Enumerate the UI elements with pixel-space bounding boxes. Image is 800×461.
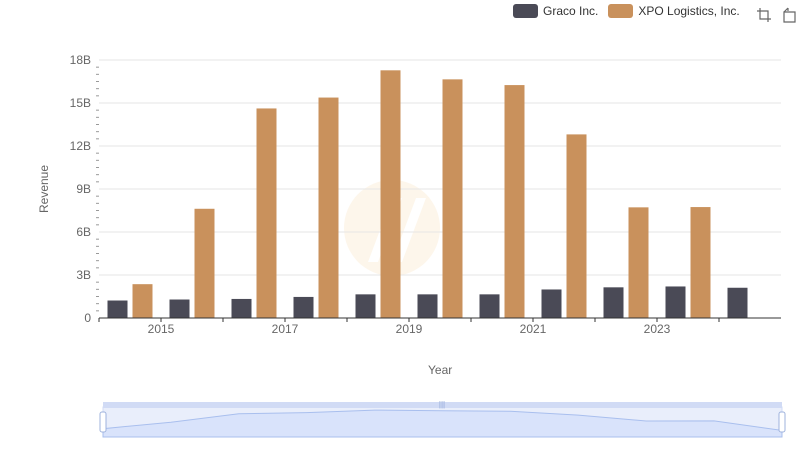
y-tick-label: 0 [84, 311, 91, 325]
x-tick-label: 2023 [644, 322, 671, 336]
legend-item-graco[interactable]: Graco Inc. [513, 4, 598, 18]
y-tick-label: 3B [76, 268, 91, 282]
zoom-right-handle[interactable] [778, 411, 786, 433]
bar-graco-2014 [107, 300, 128, 318]
legend-swatch-xpo [608, 4, 634, 18]
y-axis-title: Revenue [37, 164, 52, 214]
y-tick-label: 6B [76, 225, 91, 239]
zoom-left-handle[interactable] [99, 411, 107, 433]
zoom-icon[interactable] [756, 7, 772, 23]
bars [107, 70, 748, 319]
bar-xpo-2015 [194, 208, 215, 318]
x-tick-label: 2015 [148, 322, 175, 336]
bar-xpo-2021 [566, 134, 587, 318]
x-axis-title: Year [428, 363, 453, 377]
legend-label-xpo: XPO Logistics, Inc. [638, 4, 740, 18]
bar-xpo-2014 [132, 284, 153, 318]
y-tick-label: 12B [70, 139, 91, 153]
bar-graco-2024 [727, 287, 748, 318]
toolbox [747, 7, 797, 23]
y-tick-label: 9B [76, 182, 91, 196]
bar-graco-2015 [169, 299, 190, 318]
legend-label-graco: Graco Inc. [543, 4, 599, 18]
bar-graco-2018 [355, 294, 376, 318]
x-tick-label: 2019 [396, 322, 423, 336]
bar-graco-2020 [479, 294, 500, 318]
data-zoom-slider[interactable]: ||| [99, 400, 786, 438]
bar-xpo-2016 [256, 108, 277, 319]
bar-xpo-2019 [442, 79, 463, 318]
y-tick-label: 15B [70, 96, 91, 110]
zoom-preview-area [102, 409, 783, 438]
bar-xpo-2023 [690, 207, 711, 318]
bar-graco-2019 [417, 294, 438, 318]
x-tick-label: 2017 [272, 322, 299, 336]
legend-item-xpo[interactable]: XPO Logistics, Inc. [608, 4, 740, 18]
bar-graco-2021 [541, 289, 562, 318]
bar-xpo-2020 [504, 85, 525, 318]
y-axis-ticks: 0 3B 6B 9B 12B 15B 18B [70, 53, 99, 325]
bar-graco-2022 [603, 287, 624, 318]
bar-xpo-2018 [380, 70, 401, 318]
restore-icon[interactable] [781, 7, 797, 23]
legend: Graco Inc. XPO Logistics, Inc. [513, 4, 750, 18]
bar-xpo-2022 [628, 207, 649, 318]
bar-graco-2016 [231, 298, 252, 318]
x-axis: 2015 2017 2019 2021 2023 [98, 317, 781, 336]
bar-graco-2017 [293, 296, 314, 318]
x-tick-label: 2021 [520, 322, 547, 336]
y-tick-label: 18B [70, 53, 91, 67]
bar-graco-2023 [665, 286, 686, 318]
zoom-selected-range[interactable] [103, 402, 782, 408]
legend-swatch-graco [513, 4, 538, 18]
bar-xpo-2017 [318, 97, 339, 318]
zoom-drag-handle-icon[interactable]: ||| [439, 400, 445, 409]
